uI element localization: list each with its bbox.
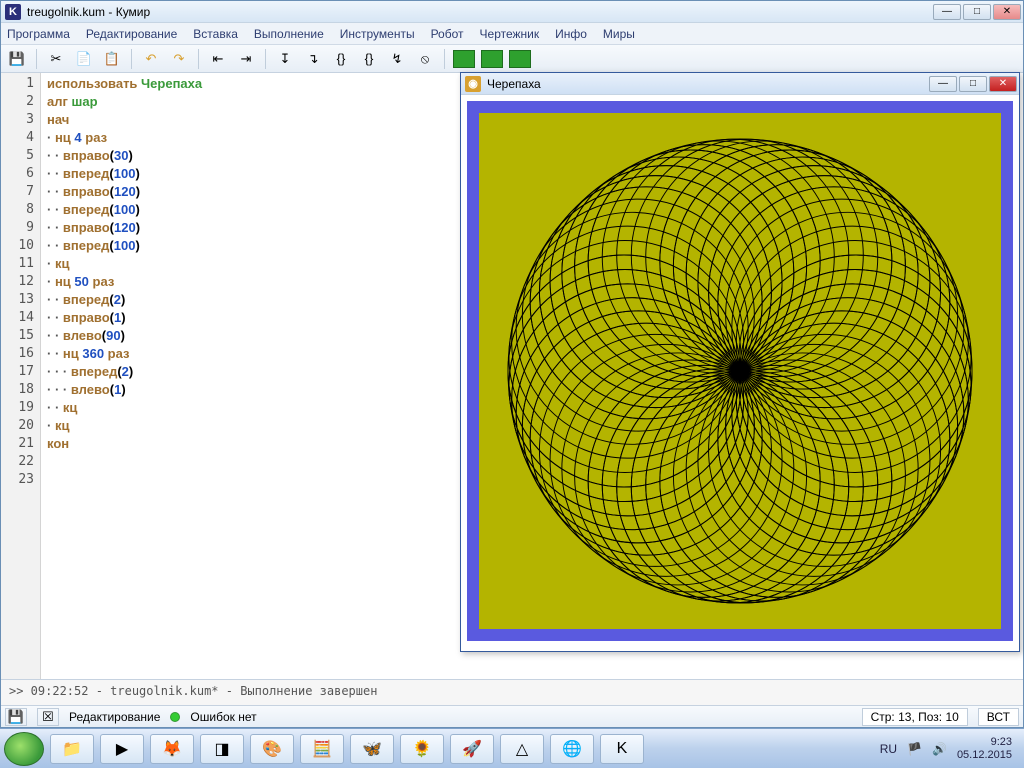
run-icon[interactable]: ↯ xyxy=(385,48,409,70)
menu-7[interactable]: Инфо xyxy=(555,27,587,41)
turtle-icon: ◉ xyxy=(465,76,481,92)
minimize-button[interactable]: — xyxy=(933,4,961,20)
taskbar-app-6[interactable]: 🦋 xyxy=(350,734,394,764)
sb-save-icon[interactable]: 💾 xyxy=(5,708,27,726)
cut-icon[interactable]: ✂ xyxy=(44,48,68,70)
world2-icon[interactable] xyxy=(480,48,504,70)
maximize-button[interactable]: □ xyxy=(963,4,991,20)
status-led-icon xyxy=(170,712,180,722)
status-cursor: Стр: 13, Поз: 10 xyxy=(862,708,968,726)
turtle-canvas-frame xyxy=(467,101,1013,641)
indent-right-icon[interactable]: ⇥ xyxy=(234,48,258,70)
braces2-icon[interactable]: {} xyxy=(357,48,381,70)
menu-0[interactable]: Программа xyxy=(7,27,70,41)
stop-icon[interactable]: ⦸ xyxy=(413,48,437,70)
status-overwrite: ВСТ xyxy=(978,708,1019,726)
main-titlebar[interactable]: K treugolnik.kum - Кумир — □ ✕ xyxy=(1,1,1023,23)
status-errors: Ошибок нет xyxy=(190,710,256,724)
turtle-title: Черепаха xyxy=(487,77,541,91)
taskbar: 📁▶🦊◨🎨🧮🦋🌻🚀△🌐K RU 🏴 🔊 9:23 05.12.2015 xyxy=(0,728,1024,768)
taskbar-app-10[interactable]: 🌐 xyxy=(550,734,594,764)
turtle-canvas xyxy=(479,113,1001,629)
taskbar-app-1[interactable]: ▶ xyxy=(100,734,144,764)
tray-flag-icon[interactable]: 🏴 xyxy=(907,742,922,756)
menu-1[interactable]: Редактирование xyxy=(86,27,177,41)
taskbar-app-3[interactable]: ◨ xyxy=(200,734,244,764)
redo-icon[interactable]: ↷ xyxy=(167,48,191,70)
statusbar: 💾 ☒ Редактирование Ошибок нет Стр: 13, П… xyxy=(1,705,1023,727)
world3-icon[interactable] xyxy=(508,48,532,70)
line-gutter: 1234567891011121314151617181920212223 xyxy=(1,73,41,679)
status-mode: Редактирование xyxy=(69,710,160,724)
tray-sound-icon[interactable]: 🔊 xyxy=(932,742,947,756)
turtle-titlebar[interactable]: ◉ Черепаха — □ ✕ xyxy=(461,73,1019,95)
paste-icon[interactable]: 📋 xyxy=(100,48,124,70)
save-icon[interactable]: 💾 xyxy=(5,48,29,70)
menu-6[interactable]: Чертежник xyxy=(480,27,540,41)
sb-close-icon[interactable]: ☒ xyxy=(37,708,59,726)
taskbar-app-8[interactable]: 🚀 xyxy=(450,734,494,764)
menubar: Программа Редактирование Вставка Выполнение… xyxy=(1,23,1023,45)
window-title: treugolnik.kum - Кумир xyxy=(27,5,150,19)
taskbar-app-11[interactable]: K xyxy=(600,734,644,764)
taskbar-app-2[interactable]: 🦊 xyxy=(150,734,194,764)
world1-icon[interactable] xyxy=(452,48,476,70)
taskbar-app-9[interactable]: △ xyxy=(500,734,544,764)
turtle-minimize-button[interactable]: — xyxy=(929,76,957,92)
console-output: >> 09:22:52 - treugolnik.kum* - Выполнен… xyxy=(1,679,1023,705)
menu-4[interactable]: Инструменты xyxy=(340,27,415,41)
braces1-icon[interactable]: {} xyxy=(329,48,353,70)
tray-clock[interactable]: 9:23 05.12.2015 xyxy=(957,736,1012,760)
toolbar: 💾 ✂ 📄 📋 ↶ ↷ ⇤ ⇥ ↧ ↴ {} {} ↯ ⦸ xyxy=(1,45,1023,73)
taskbar-app-4[interactable]: 🎨 xyxy=(250,734,294,764)
turtle-close-button[interactable]: ✕ xyxy=(989,76,1017,92)
menu-8[interactable]: Миры xyxy=(603,27,635,41)
taskbar-app-0[interactable]: 📁 xyxy=(50,734,94,764)
step-over-icon[interactable]: ↴ xyxy=(301,48,325,70)
menu-3[interactable]: Выполнение xyxy=(254,27,324,41)
system-tray: RU 🏴 🔊 9:23 05.12.2015 xyxy=(880,736,1020,760)
taskbar-app-7[interactable]: 🌻 xyxy=(400,734,444,764)
undo-icon[interactable]: ↶ xyxy=(139,48,163,70)
tray-lang[interactable]: RU xyxy=(880,742,897,756)
taskbar-app-5[interactable]: 🧮 xyxy=(300,734,344,764)
copy-icon[interactable]: 📄 xyxy=(72,48,96,70)
step-into-icon[interactable]: ↧ xyxy=(273,48,297,70)
start-button[interactable] xyxy=(4,732,44,766)
app-icon: K xyxy=(5,4,21,20)
turtle-window[interactable]: ◉ Черепаха — □ ✕ xyxy=(460,72,1020,652)
indent-left-icon[interactable]: ⇤ xyxy=(206,48,230,70)
close-button[interactable]: ✕ xyxy=(993,4,1021,20)
turtle-maximize-button[interactable]: □ xyxy=(959,76,987,92)
menu-5[interactable]: Робот xyxy=(431,27,464,41)
menu-2[interactable]: Вставка xyxy=(193,27,238,41)
